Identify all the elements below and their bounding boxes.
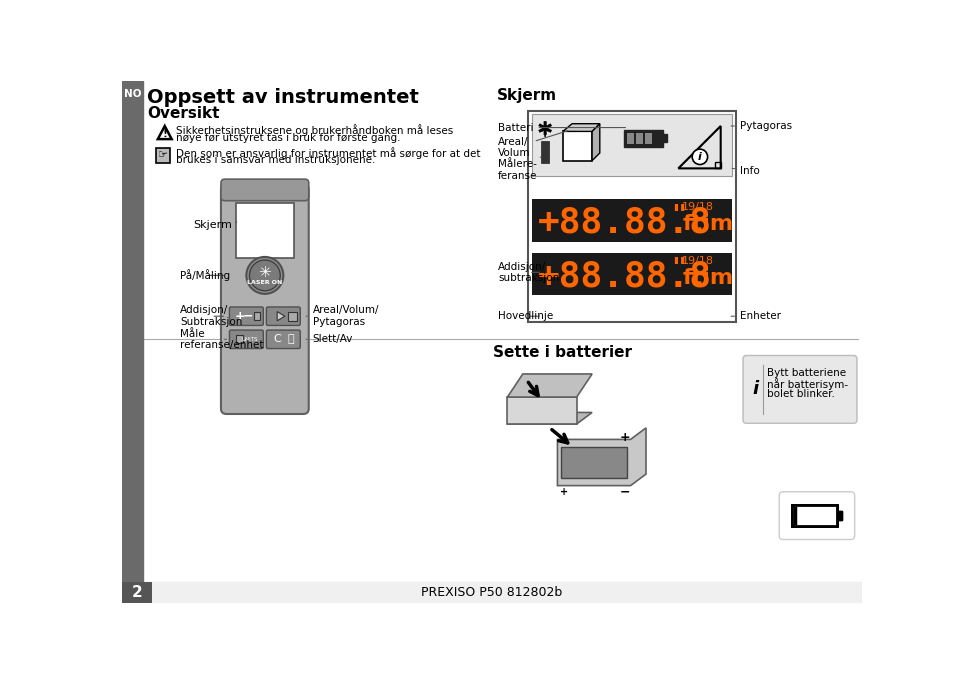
- Polygon shape: [508, 397, 577, 424]
- Polygon shape: [562, 447, 627, 478]
- FancyBboxPatch shape: [229, 307, 263, 325]
- FancyBboxPatch shape: [229, 330, 263, 348]
- Polygon shape: [563, 123, 600, 132]
- Polygon shape: [277, 312, 285, 321]
- Text: LASER ON: LASER ON: [247, 280, 282, 285]
- Text: ftim: ftim: [683, 214, 733, 234]
- Text: ☞: ☞: [158, 151, 168, 160]
- Text: Den som er ansvarlig for instrumentet må sørge for at det: Den som er ansvarlig for instrumentet må…: [176, 147, 480, 159]
- Text: Batteri: Batteri: [498, 123, 626, 133]
- Text: brukes i samsvar med instruksjonene.: brukes i samsvar med instruksjonene.: [176, 155, 375, 165]
- Bar: [563, 132, 592, 161]
- FancyBboxPatch shape: [743, 355, 857, 423]
- Bar: [532, 253, 732, 296]
- Text: +: +: [560, 487, 567, 497]
- Bar: [541, 142, 549, 163]
- Polygon shape: [508, 374, 592, 397]
- Text: 19/18: 19/18: [683, 256, 714, 266]
- Bar: [837, 511, 842, 520]
- FancyBboxPatch shape: [221, 346, 309, 403]
- Text: Skjerm: Skjerm: [496, 87, 557, 102]
- Bar: [636, 133, 643, 144]
- Bar: [792, 505, 837, 526]
- Text: Måle
referanse/enhet: Måle referanse/enhet: [180, 329, 264, 350]
- Text: Skjerm: Skjerm: [193, 220, 235, 230]
- FancyBboxPatch shape: [221, 179, 309, 201]
- FancyBboxPatch shape: [780, 492, 854, 540]
- Text: ✱: ✱: [537, 121, 553, 140]
- Text: ": ": [671, 203, 685, 226]
- Bar: [645, 133, 652, 144]
- Text: ⏻: ⏻: [288, 334, 295, 344]
- Text: 19/18: 19/18: [683, 202, 714, 212]
- Bar: [532, 115, 732, 176]
- Circle shape: [250, 260, 280, 291]
- Text: Info: Info: [732, 165, 759, 176]
- Bar: [123, 582, 861, 603]
- Text: PREXISO P50 812802b: PREXISO P50 812802b: [421, 586, 563, 599]
- Polygon shape: [156, 148, 170, 163]
- Circle shape: [692, 149, 708, 165]
- Text: Sikkerhetsinstruksene og brukerhåndboken må leses: Sikkerhetsinstruksene og brukerhåndboken…: [176, 125, 453, 136]
- Polygon shape: [558, 428, 646, 485]
- Text: Addisjon/
Subtraksjon: Addisjon/ Subtraksjon: [180, 305, 243, 327]
- Text: Sette i batterier: Sette i batterier: [492, 346, 632, 361]
- Text: i: i: [753, 380, 758, 399]
- Text: Oversikt: Oversikt: [147, 106, 220, 121]
- Bar: [837, 511, 842, 520]
- Text: Hovedlinje: Hovedlinje: [498, 311, 553, 321]
- Bar: [792, 505, 837, 526]
- Text: −: −: [620, 485, 631, 498]
- FancyBboxPatch shape: [266, 307, 300, 325]
- Text: når batterisym-: når batterisym-: [767, 378, 848, 391]
- Bar: [528, 111, 736, 322]
- Text: ": ": [671, 256, 685, 281]
- Text: i: i: [698, 152, 702, 162]
- Text: Enheter: Enheter: [732, 311, 780, 321]
- Bar: [235, 336, 243, 343]
- Text: ✳: ✳: [258, 265, 272, 280]
- Polygon shape: [508, 412, 592, 424]
- Text: Areal/
Volum: Areal/ Volum: [498, 131, 568, 159]
- Text: Målere-
feranse: Målere- feranse: [498, 157, 541, 181]
- Text: Oppsett av instrumentet: Oppsett av instrumentet: [147, 87, 419, 106]
- FancyBboxPatch shape: [221, 184, 309, 414]
- Bar: [714, 162, 721, 168]
- Text: +: +: [235, 310, 246, 323]
- Text: Slett/Av: Slett/Av: [306, 334, 353, 344]
- Bar: [235, 203, 294, 258]
- Bar: [627, 133, 634, 144]
- Text: +: +: [620, 431, 631, 444]
- Text: NO: NO: [124, 89, 141, 99]
- Text: bolet blinker.: bolet blinker.: [767, 389, 835, 399]
- Bar: [123, 582, 152, 603]
- Text: +88.88.8: +88.88.8: [538, 205, 711, 239]
- Polygon shape: [592, 123, 600, 161]
- Text: Pytagoras: Pytagoras: [732, 121, 792, 131]
- Text: −: −: [243, 310, 253, 323]
- Text: På/Måling: På/Måling: [180, 269, 230, 281]
- Text: ftim: ftim: [683, 268, 733, 287]
- Bar: [624, 130, 663, 147]
- Polygon shape: [288, 312, 298, 321]
- Bar: [663, 134, 667, 142]
- Circle shape: [247, 257, 283, 294]
- Bar: [532, 199, 732, 241]
- Polygon shape: [254, 313, 260, 320]
- Text: Bytt batteriene: Bytt batteriene: [767, 367, 846, 378]
- Text: C: C: [274, 334, 281, 344]
- Text: !: !: [162, 129, 167, 140]
- Text: +88.88.8: +88.88.8: [538, 259, 711, 293]
- Bar: [123, 81, 143, 582]
- FancyBboxPatch shape: [266, 330, 300, 348]
- Text: 2: 2: [132, 585, 142, 600]
- Text: Addisjon/
subtraksjon: Addisjon/ subtraksjon: [498, 262, 560, 283]
- Text: UNITS: UNITS: [241, 337, 257, 342]
- Text: Areal/Volum/
Pytagoras: Areal/Volum/ Pytagoras: [306, 305, 379, 327]
- Text: nøye før utstyret tas i bruk for første gang.: nøye før utstyret tas i bruk for første …: [176, 133, 400, 143]
